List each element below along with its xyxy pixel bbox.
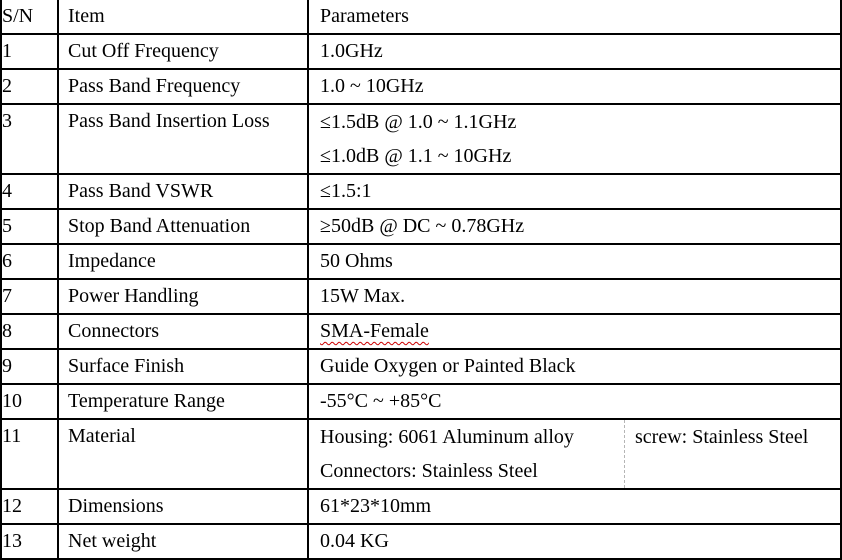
col-header-item: Item bbox=[57, 0, 309, 35]
cell-param: 1.0GHz bbox=[307, 33, 842, 70]
col-header-sn: S/N bbox=[0, 0, 59, 35]
cell-param: ≤1.5:1 bbox=[307, 173, 842, 210]
cell-param: 50 Ohms bbox=[307, 243, 842, 280]
table-row: 10 Temperature Range -55°C ~ +85°C bbox=[0, 383, 842, 420]
cell-item: Stop Band Attenuation bbox=[57, 208, 309, 245]
cell-param: 0.04 KG bbox=[307, 523, 842, 560]
cell-item: Pass Band Insertion Loss bbox=[57, 103, 309, 175]
table-row: 9 Surface Finish Guide Oxygen or Painted… bbox=[0, 348, 842, 385]
cell-param: 15W Max. bbox=[307, 278, 842, 315]
cell-item: Material bbox=[57, 418, 309, 490]
cell-sn: 2 bbox=[0, 68, 59, 105]
param-line: Connectors: Stainless Steel bbox=[320, 460, 538, 482]
table-row: 12 Dimensions 61*23*10mm bbox=[0, 488, 842, 525]
cell-sn: 11 bbox=[0, 418, 59, 490]
cell-param-split: Housing: 6061 Aluminum alloy Connectors:… bbox=[307, 418, 842, 490]
cell-item: Connectors bbox=[57, 313, 309, 350]
cell-param: -55°C ~ +85°C bbox=[307, 383, 842, 420]
table-row: 3 Pass Band Insertion Loss ≤1.5dB @ 1.0 … bbox=[0, 103, 842, 175]
cell-param: SMA-Female bbox=[307, 313, 842, 350]
cell-item: Temperature Range bbox=[57, 383, 309, 420]
table-row: 5 Stop Band Attenuation ≥50dB @ DC ~ 0.7… bbox=[0, 208, 842, 245]
cell-sn: 8 bbox=[0, 313, 59, 350]
cell-item: Cut Off Frequency bbox=[57, 33, 309, 70]
material-screw: screw: Stainless Steel bbox=[624, 421, 839, 487]
table-row: 2 Pass Band Frequency 1.0 ~ 10GHz bbox=[0, 68, 842, 105]
cell-item: Impedance bbox=[57, 243, 309, 280]
param-line: screw: Stainless Steel bbox=[635, 426, 809, 448]
cell-item: Pass Band VSWR bbox=[57, 173, 309, 210]
cell-item: Pass Band Frequency bbox=[57, 68, 309, 105]
col-header-parameters: Parameters bbox=[307, 0, 842, 35]
cell-sn: 10 bbox=[0, 383, 59, 420]
param-line: ≤1.0dB @ 1.1 ~ 10GHz bbox=[320, 145, 512, 167]
cell-item: Net weight bbox=[57, 523, 309, 560]
cell-sn: 5 bbox=[0, 208, 59, 245]
cell-param: 61*23*10mm bbox=[307, 488, 842, 525]
cell-item: Surface Finish bbox=[57, 348, 309, 385]
table-header-row: S/N Item Parameters bbox=[0, 0, 842, 35]
spellcheck-flagged-text: SMA-Female bbox=[320, 320, 429, 342]
cell-sn: 1 bbox=[0, 33, 59, 70]
cell-sn: 7 bbox=[0, 278, 59, 315]
cell-sn: 13 bbox=[0, 523, 59, 560]
cell-sn: 6 bbox=[0, 243, 59, 280]
param-line: ≤1.5dB @ 1.0 ~ 1.1GHz bbox=[320, 111, 517, 133]
table-row: 1 Cut Off Frequency 1.0GHz bbox=[0, 33, 842, 70]
table-row: 13 Net weight 0.04 KG bbox=[0, 523, 842, 560]
cell-param: ≥50dB @ DC ~ 0.78GHz bbox=[307, 208, 842, 245]
cell-param: ≤1.5dB @ 1.0 ~ 1.1GHz ≤1.0dB @ 1.1 ~ 10G… bbox=[307, 103, 842, 175]
cell-sn: 9 bbox=[0, 348, 59, 385]
cell-item: Dimensions bbox=[57, 488, 309, 525]
cell-sn: 12 bbox=[0, 488, 59, 525]
cell-param: 1.0 ~ 10GHz bbox=[307, 68, 842, 105]
table-row: 11 Material Housing: 6061 Aluminum alloy… bbox=[0, 418, 842, 490]
table-row: 6 Impedance 50 Ohms bbox=[0, 243, 842, 280]
table-row: 8 Connectors SMA-Female bbox=[0, 313, 842, 350]
cell-item: Power Handling bbox=[57, 278, 309, 315]
material-housing-connectors: Housing: 6061 Aluminum alloy Connectors:… bbox=[310, 421, 624, 487]
cell-param: Guide Oxygen or Painted Black bbox=[307, 348, 842, 385]
cell-sn: 3 bbox=[0, 103, 59, 175]
table-row: 7 Power Handling 15W Max. bbox=[0, 278, 842, 315]
param-line: Housing: 6061 Aluminum alloy bbox=[320, 426, 574, 448]
cell-sn: 4 bbox=[0, 173, 59, 210]
table-row: 4 Pass Band VSWR ≤1.5:1 bbox=[0, 173, 842, 210]
